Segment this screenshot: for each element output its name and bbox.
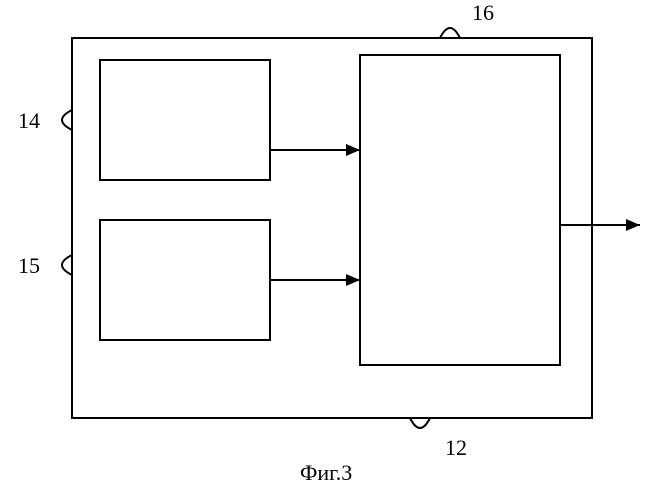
block-14 [100,60,270,180]
figure-caption: Фиг.3 [300,460,352,485]
tick-14 [62,110,72,130]
tick-16 [440,28,460,38]
tick-15 [62,255,72,275]
block-16 [360,55,560,365]
arrow-output [560,219,640,231]
outer-box [72,38,592,418]
label-14: 14 [18,108,40,133]
label-12: 12 [445,435,467,460]
block-15 [100,220,270,340]
tick-12 [410,418,430,428]
label-15: 15 [18,253,40,278]
label-16: 16 [472,0,494,25]
arrow-14-to-16 [270,144,360,156]
arrow-15-to-16 [270,274,360,286]
